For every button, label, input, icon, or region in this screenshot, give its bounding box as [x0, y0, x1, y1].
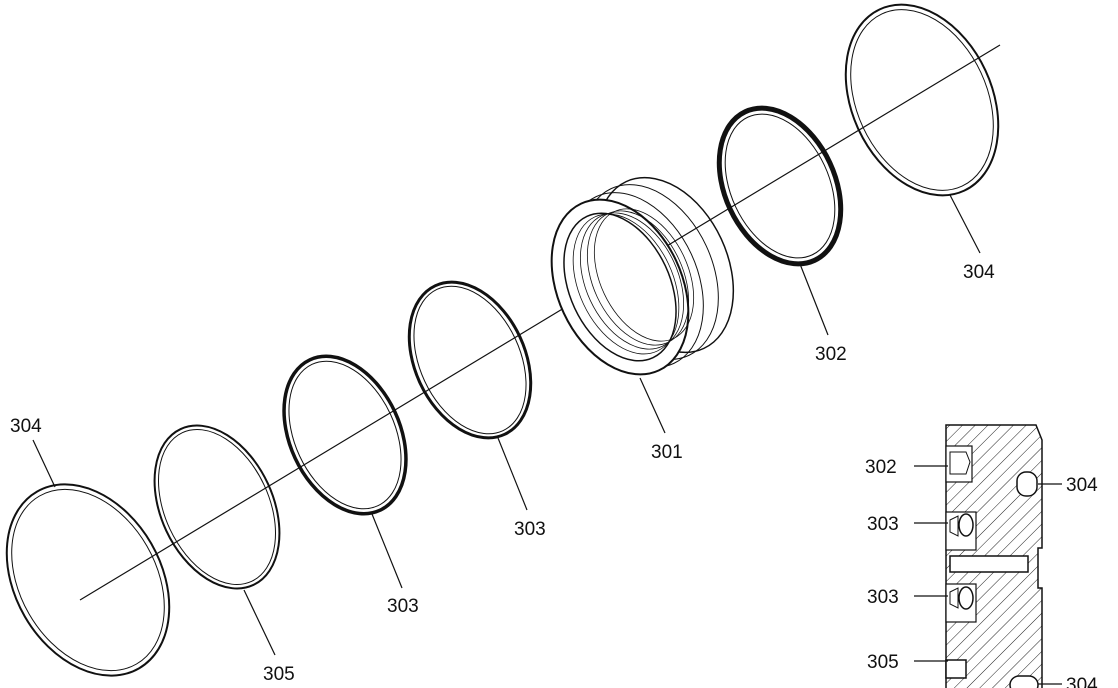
section-label-304-upper: 304 — [1066, 475, 1098, 496]
leader-line — [949, 194, 981, 254]
section-label-304-lower: 304 — [1066, 675, 1098, 688]
seal-oring-lower — [958, 586, 974, 610]
section-label-305: 305 — [867, 652, 899, 673]
o-ring-304-left — [5, 483, 171, 677]
backup-ring-section — [949, 451, 971, 475]
label-303-a: 303 — [387, 596, 419, 617]
seal-lip-upper — [949, 515, 959, 537]
seal-oring-upper — [958, 513, 974, 537]
flat-ring-section — [945, 659, 967, 679]
label-304-right: 304 — [963, 262, 995, 283]
cross-section-view: 302 304 303 303 305 304 — [865, 424, 1098, 688]
o-ring-section-upper — [1016, 471, 1038, 497]
label-302: 302 — [815, 344, 847, 365]
assembly-axis — [79, 44, 1001, 601]
section-label-303-upper: 303 — [867, 514, 899, 535]
flat-ring-305 — [153, 424, 281, 590]
label-303-b: 303 — [514, 519, 546, 540]
o-ring-304-right — [844, 3, 1000, 197]
housing-301 — [550, 176, 735, 376]
o-ring-section-lower — [1009, 675, 1039, 688]
center-groove — [949, 555, 1029, 573]
leader-line — [639, 377, 666, 434]
leader-line — [243, 589, 276, 656]
label-301: 301 — [651, 442, 683, 463]
leader-line — [371, 513, 403, 589]
label-305: 305 — [263, 664, 295, 685]
leader-line — [497, 437, 528, 511]
backup-ring-302 — [716, 105, 844, 267]
section-label-303-lower: 303 — [867, 587, 899, 608]
label-304-left: 304 — [10, 416, 42, 437]
section-label-302: 302 — [865, 457, 897, 478]
leader-line — [799, 263, 829, 336]
seal-ring-303-a — [282, 354, 408, 516]
seal-ring-303-b — [407, 280, 533, 440]
leader-line — [32, 439, 56, 488]
seal-lip-lower — [949, 587, 959, 609]
